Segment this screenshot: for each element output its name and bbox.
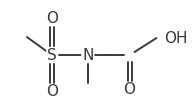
Text: O: O <box>124 82 136 97</box>
Text: N: N <box>82 48 93 62</box>
Text: S: S <box>47 48 57 62</box>
Text: O: O <box>46 84 58 99</box>
Text: O: O <box>46 11 58 26</box>
Text: OH: OH <box>165 31 188 46</box>
